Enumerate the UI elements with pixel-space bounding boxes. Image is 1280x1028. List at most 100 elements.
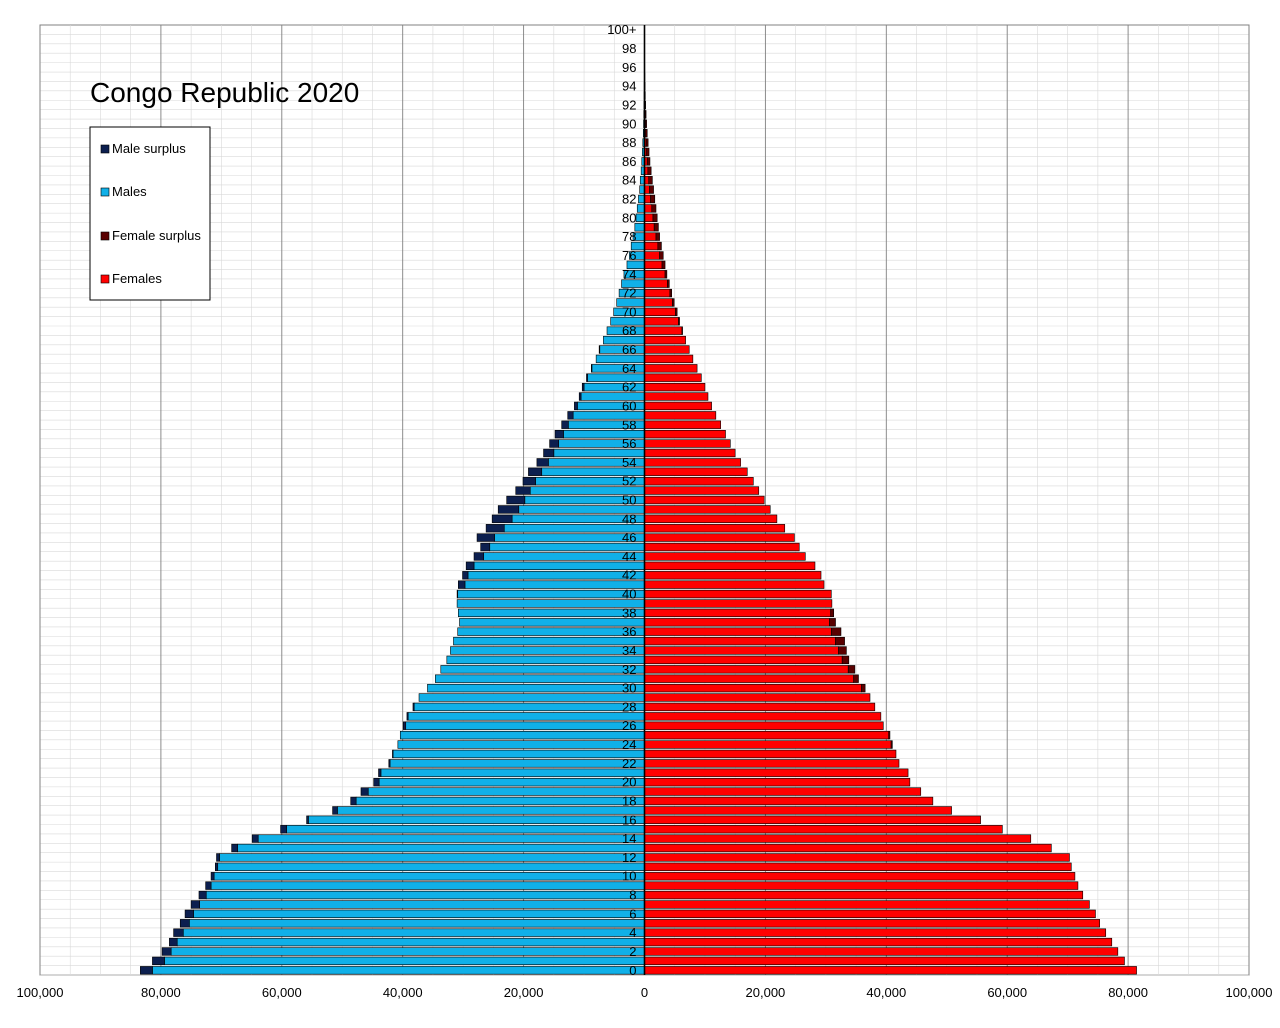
bar-male-surplus (412, 702, 415, 712)
bar-female (644, 420, 721, 429)
bar-female-surplus (648, 176, 653, 185)
bar-male-surplus (536, 458, 549, 467)
bar-male-surplus (332, 806, 338, 815)
bar-male (453, 636, 645, 646)
bar-male (199, 900, 645, 909)
age-tick-label: 76 (622, 248, 636, 263)
bar-female (644, 317, 679, 326)
bar-female (644, 589, 832, 599)
bar-female-surplus (657, 241, 662, 251)
x-tick-labels: 100,000 80,000 60,000 40,000 20,000 0 20,000 40… (17, 985, 1273, 1000)
bar-male-surplus (554, 430, 564, 439)
bar-male-surplus (190, 900, 200, 909)
bar-female (644, 947, 1119, 956)
bar-female (644, 571, 822, 580)
age-tick-label: 28 (622, 699, 636, 714)
bar-male-surplus (581, 382, 585, 392)
bar-female (644, 825, 1003, 834)
legend: Male surplus Males Female surplus Female… (89, 126, 211, 301)
age-tick-label: 6 (629, 906, 636, 921)
bar-female (644, 674, 854, 683)
bar-female (644, 937, 1113, 947)
bar-female (644, 928, 1107, 937)
age-tick-label: 94 (622, 79, 636, 94)
bar-male-surplus (458, 580, 466, 589)
bar-female-surplus (681, 326, 683, 335)
bar-female (644, 599, 833, 608)
bar-female (644, 251, 660, 260)
bar-male-surplus (251, 834, 259, 843)
bar-female (644, 223, 655, 232)
bar-female (644, 345, 690, 354)
bar-male-surplus (169, 937, 178, 947)
bar-male-surplus (473, 552, 485, 561)
bar-male-surplus (198, 890, 207, 900)
age-tick-label: 78 (622, 229, 636, 244)
bar-female (644, 430, 726, 439)
age-tick-label: 12 (622, 850, 636, 865)
age-tick-labels: 0246810121416182022242628303234363840424… (607, 22, 636, 978)
bar-male (367, 787, 645, 796)
bar-female (644, 636, 836, 646)
bar-male (483, 552, 645, 561)
bar-male-surplus (373, 778, 380, 787)
bar-male-surplus (561, 420, 569, 429)
bar-male (418, 693, 645, 702)
bar-male (182, 928, 645, 937)
age-tick-label: 56 (622, 436, 636, 451)
bar-male-surplus (216, 853, 220, 862)
age-tick-label: 84 (622, 173, 636, 188)
bar-female-surplus (838, 646, 847, 655)
legend-swatch-female-surplus (100, 231, 110, 241)
bar-female (644, 919, 1100, 928)
age-tick-label: 0 (629, 963, 636, 978)
bar-female (644, 966, 1137, 975)
chart-title: Congo Republic 2020 (90, 77, 359, 108)
age-tick-label: 46 (622, 530, 636, 545)
bar-female (644, 683, 862, 693)
bar-female-surplus (652, 213, 658, 222)
age-tick-label: 42 (622, 568, 636, 583)
bar-female (644, 806, 952, 815)
bar-female (644, 270, 666, 279)
bar-male (219, 853, 645, 862)
bar-female (644, 702, 876, 712)
bar-female-surplus (672, 298, 675, 307)
bar-female (644, 853, 1070, 862)
x-tick-label: 60,000 (987, 985, 1027, 1000)
bar-male-surplus (173, 928, 184, 937)
legend-swatch-male-surplus (100, 144, 110, 154)
age-tick-label: 72 (622, 286, 636, 301)
bar-male (457, 589, 645, 599)
bar-female (644, 533, 795, 542)
bar-male (397, 740, 645, 749)
bar-male (392, 749, 645, 759)
bar-male-surplus (152, 956, 165, 966)
bar-female (644, 194, 651, 204)
bar-male (152, 966, 645, 975)
bar-female (644, 411, 717, 420)
bar-female (644, 749, 897, 759)
bar-female-surplus (645, 138, 649, 147)
bar-male-surplus (210, 872, 215, 881)
bar-female (644, 787, 922, 796)
age-tick-label: 52 (622, 474, 636, 489)
bar-male-surplus (591, 364, 593, 373)
bar-male (210, 881, 645, 890)
bar-female (644, 401, 712, 411)
bar-female-surplus (646, 147, 650, 157)
bar-male (355, 796, 645, 806)
legend-swatch-females (100, 274, 110, 284)
bar-female (644, 326, 683, 335)
bar-male (464, 580, 645, 589)
bar-male (399, 730, 645, 740)
bar-male-surplus (161, 947, 172, 956)
legend-label-female-surplus: Female surplus (112, 228, 201, 243)
bar-female (644, 241, 659, 251)
bar-male-surplus (485, 524, 505, 533)
bar-female-surplus (888, 730, 891, 740)
bar-male (638, 194, 645, 204)
bar-male-surplus (578, 392, 582, 401)
bar-male-surplus (465, 561, 475, 570)
